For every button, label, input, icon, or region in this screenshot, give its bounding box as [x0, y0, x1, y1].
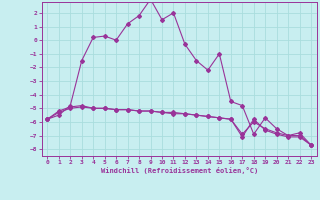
X-axis label: Windchill (Refroidissement éolien,°C): Windchill (Refroidissement éolien,°C)	[100, 167, 258, 174]
